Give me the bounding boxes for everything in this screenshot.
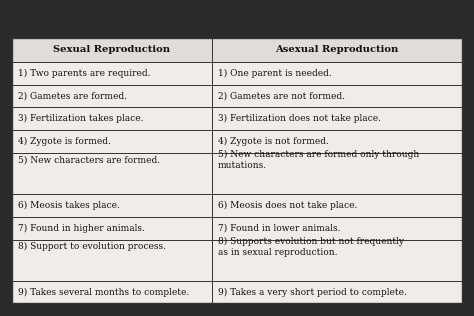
Text: 2) Gametes are formed.: 2) Gametes are formed. (18, 92, 127, 100)
Text: Asexual Reproduction: Asexual Reproduction (275, 46, 399, 54)
Text: 8) Supports evolution but not frequently
as in sexual reproduction.: 8) Supports evolution but not frequently… (218, 237, 404, 257)
Text: 5) New characters are formed only through
mutations.: 5) New characters are formed only throug… (218, 150, 419, 170)
Text: 4) Zygote is not formed.: 4) Zygote is not formed. (218, 137, 329, 146)
Bar (12, 38, 462, 303)
Text: 3) Fertilization does not take place.: 3) Fertilization does not take place. (218, 114, 381, 123)
Text: 7) Found in higher animals.: 7) Found in higher animals. (18, 224, 145, 233)
Text: 9) Takes several months to complete.: 9) Takes several months to complete. (18, 288, 189, 296)
Text: 2) Gametes are not formed.: 2) Gametes are not formed. (218, 92, 345, 100)
Text: 7) Found in lower animals.: 7) Found in lower animals. (218, 224, 340, 233)
Text: 1) One parent is needed.: 1) One parent is needed. (218, 69, 332, 78)
Text: 1) Two parents are required.: 1) Two parents are required. (18, 69, 150, 78)
Text: 6) Meosis does not take place.: 6) Meosis does not take place. (218, 201, 357, 210)
Text: 6) Meosis takes place.: 6) Meosis takes place. (18, 201, 119, 210)
Text: 8) Support to evolution process.: 8) Support to evolution process. (18, 242, 165, 252)
Text: Sexual Reproduction: Sexual Reproduction (54, 46, 171, 54)
Bar (12, 38, 462, 62)
Text: 9) Takes a very short period to complete.: 9) Takes a very short period to complete… (218, 288, 407, 296)
Text: 4) Zygote is formed.: 4) Zygote is formed. (18, 137, 110, 146)
Bar (12, 38, 462, 303)
Text: 5) New characters are formed.: 5) New characters are formed. (18, 156, 160, 165)
Text: 3) Fertilization takes place.: 3) Fertilization takes place. (18, 114, 143, 123)
